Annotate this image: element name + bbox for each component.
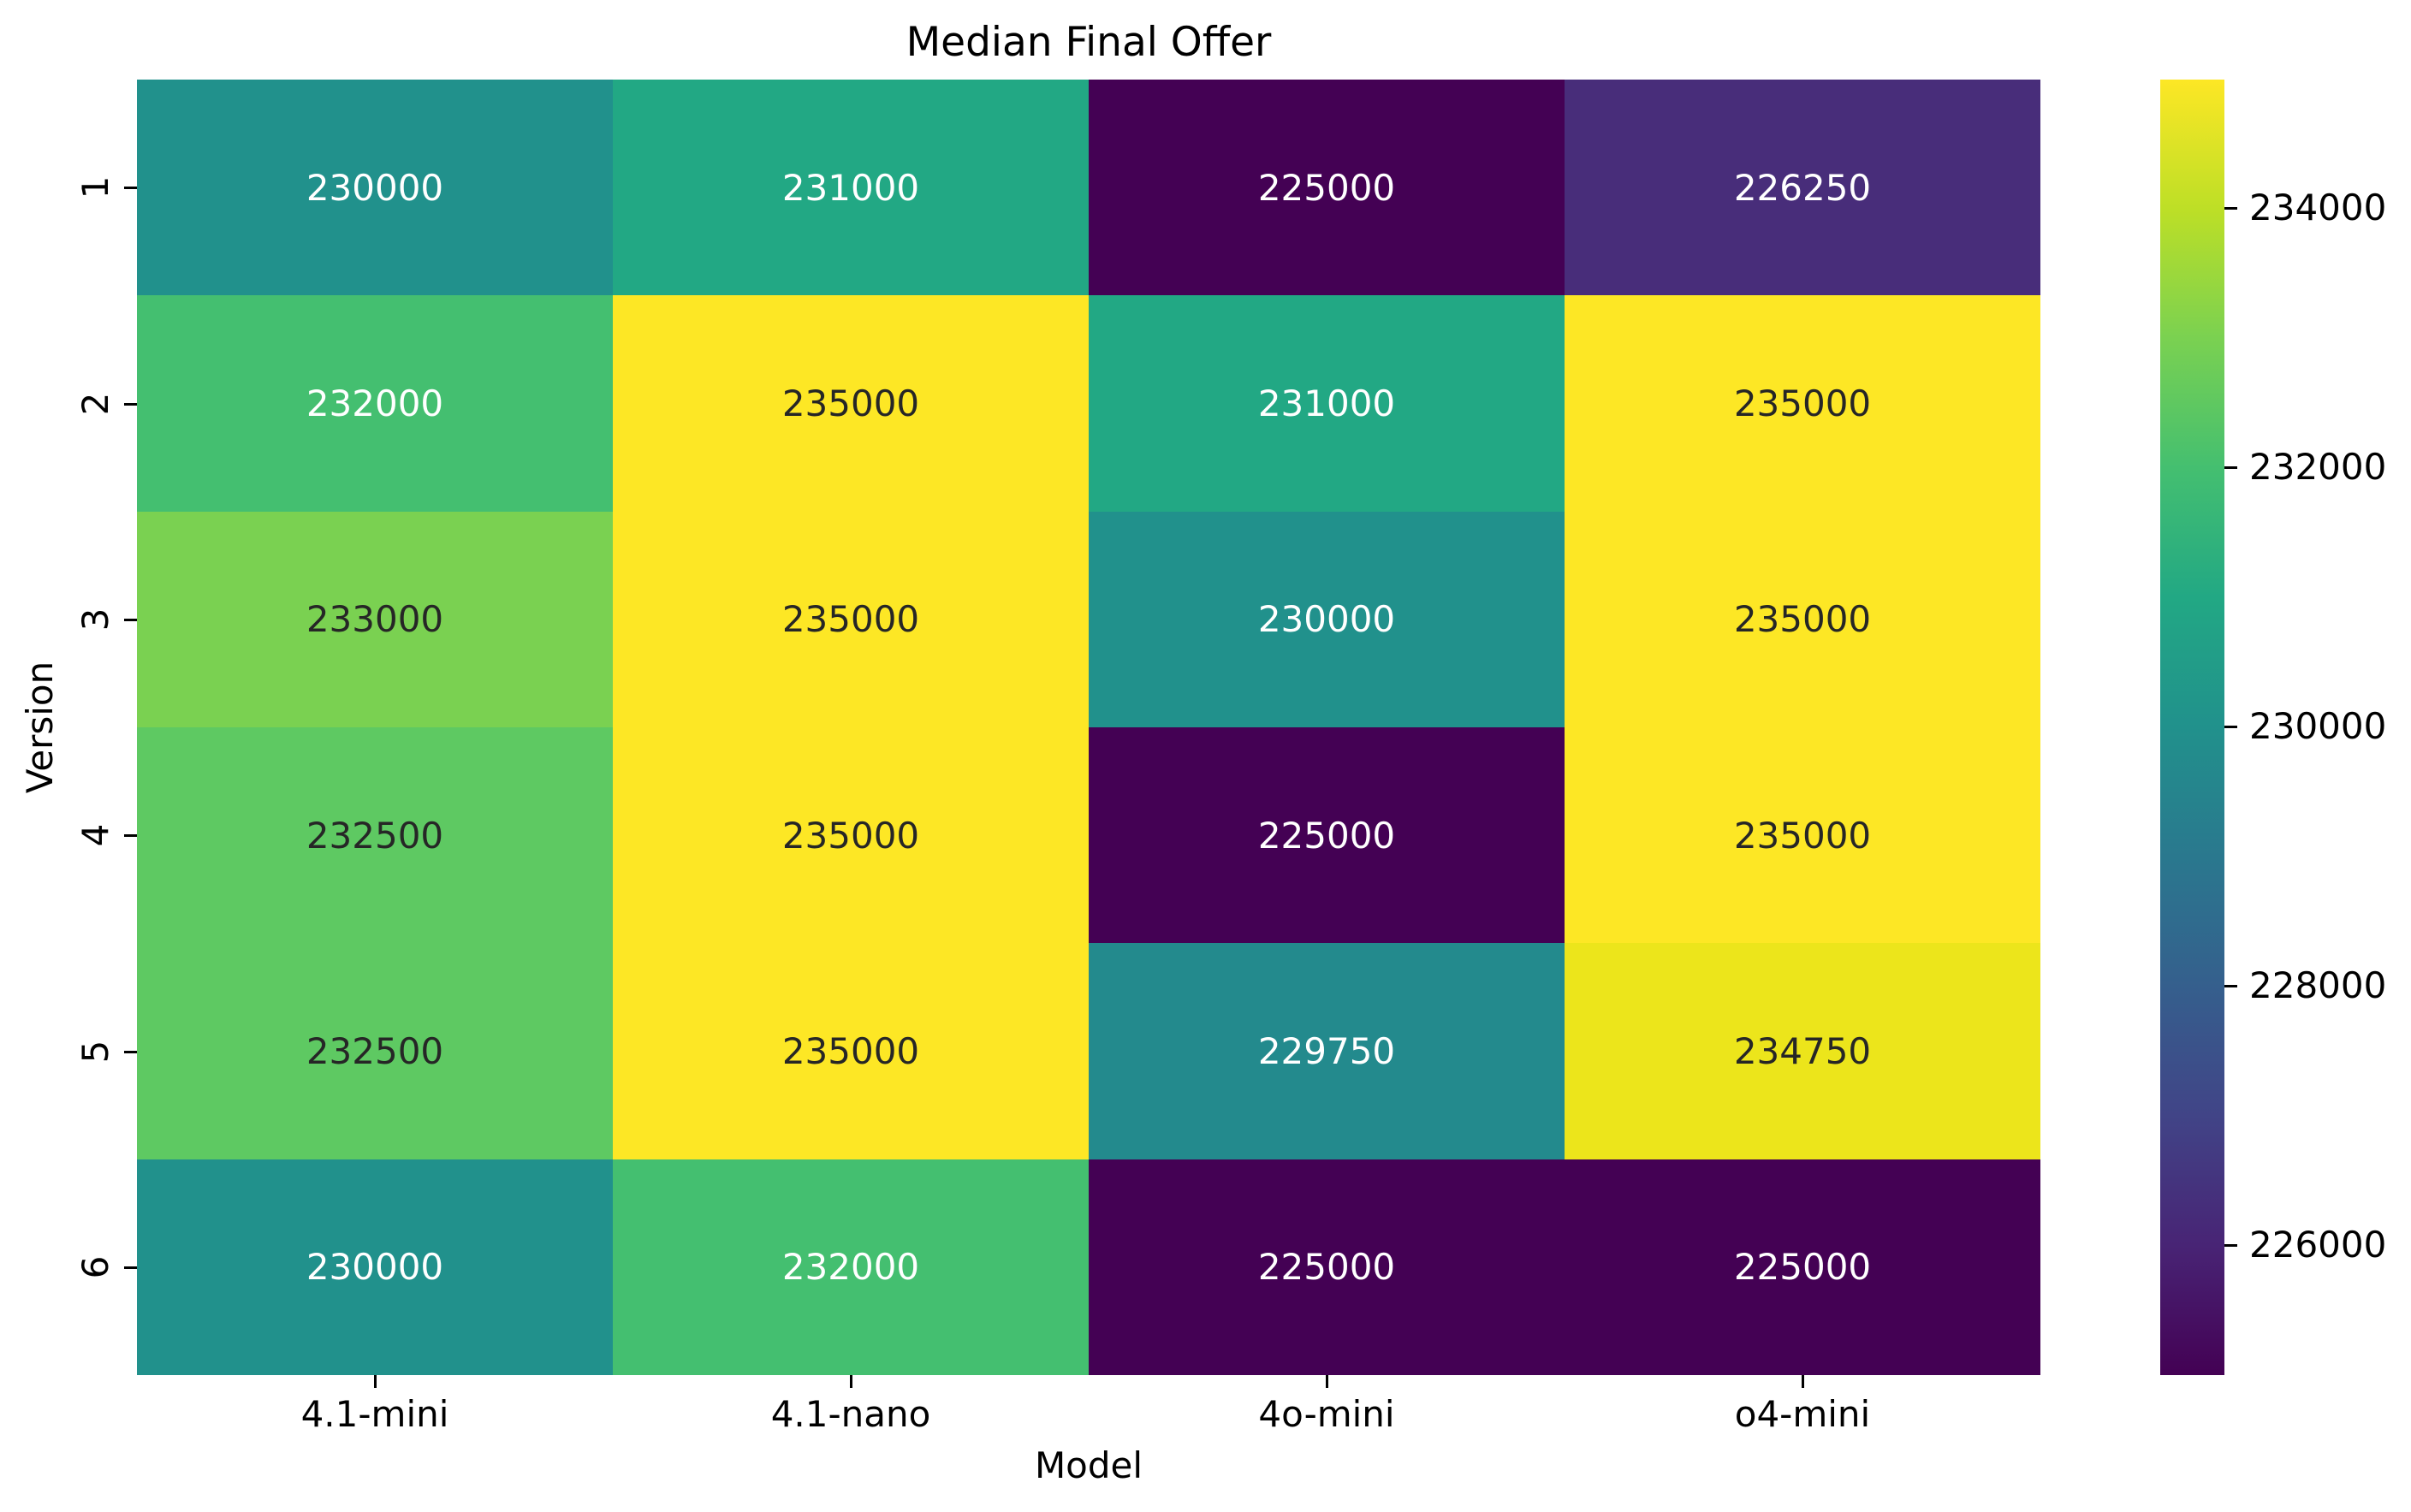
x-tick-mark <box>850 1375 852 1388</box>
heatmap-cell: 232500 <box>137 726 613 944</box>
y-tick-label: 1 <box>74 175 116 199</box>
heatmap-grid: 230000 231000 225000 226250 232000 23500… <box>137 80 2040 1375</box>
y-tick-mark <box>124 1266 137 1269</box>
colorbar-tick-mark <box>2224 726 2237 728</box>
x-tick-label: 4.1-mini <box>300 1393 449 1435</box>
heatmap-cell: 235000 <box>613 943 1089 1159</box>
colorbar-tick-mark <box>2224 207 2237 210</box>
x-tick-label: 4o-mini <box>1258 1393 1395 1435</box>
heatmap-cell: 235000 <box>613 726 1089 944</box>
heatmap-cell: 226250 <box>1565 80 2040 296</box>
y-tick-mark <box>124 403 137 406</box>
heatmap-cell: 235000 <box>1565 726 2040 944</box>
y-tick-mark <box>124 187 137 189</box>
y-axis-label: Version <box>19 661 61 794</box>
y-tick-label: 3 <box>74 608 116 631</box>
heatmap-cell: 230000 <box>1089 511 1565 727</box>
heatmap-cell: 232000 <box>613 1159 1089 1375</box>
heatmap-cell: 235000 <box>613 511 1089 727</box>
heatmap-cell: 231000 <box>1089 295 1565 512</box>
colorbar-tick-label: 234000 <box>2249 187 2387 228</box>
y-tick-mark <box>124 619 137 621</box>
y-tick-mark <box>124 1051 137 1053</box>
y-tick-mark <box>124 834 137 837</box>
y-tick-label: 6 <box>74 1255 116 1279</box>
heatmap-cell: 225000 <box>1089 726 1565 944</box>
heatmap-cell: 225000 <box>1089 80 1565 296</box>
chart-title: Median Final Offer <box>906 19 1272 66</box>
heatmap-cell: 235000 <box>1565 511 2040 727</box>
y-tick-label: 5 <box>74 1040 116 1064</box>
heatmap-cell: 235000 <box>613 295 1089 512</box>
heatmap-cell: 233000 <box>137 511 613 727</box>
x-tick-label: 4.1-nano <box>770 1393 931 1435</box>
heatmap-cell: 235000 <box>1565 295 2040 512</box>
heatmap-cell: 229750 <box>1089 943 1565 1159</box>
x-tick-label: o4-mini <box>1734 1393 1871 1435</box>
colorbar-tick-label: 228000 <box>2249 964 2387 1006</box>
heatmap-cell: 225000 <box>1565 1159 2040 1375</box>
x-axis-label: Model <box>1034 1444 1143 1486</box>
colorbar-tick-label: 226000 <box>2249 1224 2387 1266</box>
heatmap-cell: 232500 <box>137 943 613 1159</box>
y-tick-label: 2 <box>74 392 116 416</box>
y-tick-label: 4 <box>74 823 116 847</box>
heatmap-cell: 232000 <box>137 295 613 512</box>
colorbar-tick-label: 232000 <box>2249 446 2387 488</box>
heatmap-cell: 231000 <box>613 80 1089 296</box>
heatmap-cell: 234750 <box>1565 943 2040 1159</box>
colorbar-tick-label: 230000 <box>2249 705 2387 747</box>
heatmap-cell: 230000 <box>137 1159 613 1375</box>
colorbar-tick-mark <box>2224 1244 2237 1247</box>
x-tick-mark <box>1326 1375 1328 1388</box>
heatmap-cell: 225000 <box>1089 1159 1565 1375</box>
x-tick-mark <box>1802 1375 1804 1388</box>
x-tick-mark <box>374 1375 377 1388</box>
heatmap-cell: 230000 <box>137 80 613 296</box>
colorbar <box>2160 80 2224 1375</box>
colorbar-tick-mark <box>2224 985 2237 987</box>
colorbar-tick-mark <box>2224 466 2237 469</box>
